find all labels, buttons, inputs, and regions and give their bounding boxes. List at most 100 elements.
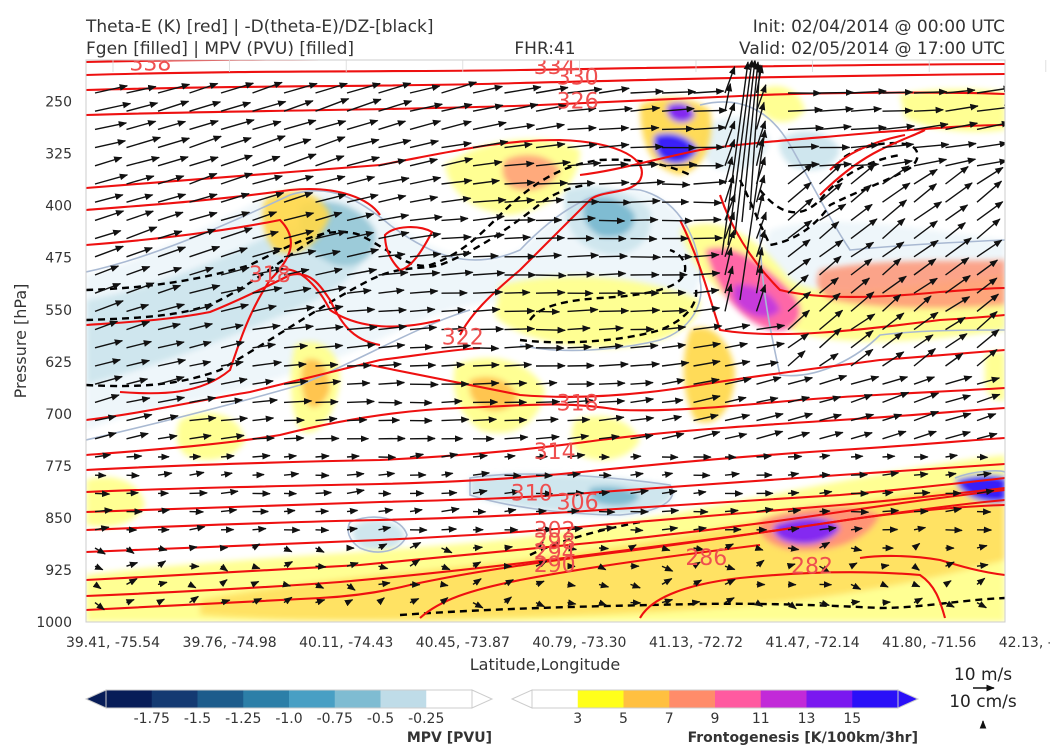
wind-vector (252, 359, 283, 367)
wind-vector (693, 178, 728, 186)
wind-vector (472, 306, 501, 314)
wind-vector (409, 362, 437, 369)
wind-vector (976, 488, 995, 496)
wind-vector (125, 546, 135, 554)
wind-vector (661, 544, 671, 552)
wind-vector (850, 105, 883, 113)
thetae-contour (369, 348, 1005, 399)
colorbar-tick-label: -1.75 (134, 711, 170, 727)
fgen-region (683, 327, 735, 423)
wind-vector (283, 378, 309, 386)
wind-vector (567, 271, 595, 278)
wind-vector (724, 341, 749, 349)
wind-vector (315, 398, 339, 406)
wind-vector (189, 284, 221, 294)
wind-vector (441, 416, 470, 424)
wind-vector (567, 507, 580, 515)
wind-vector (693, 579, 703, 587)
wind-vector (94, 394, 120, 404)
wind-vector (693, 107, 728, 114)
wind-vector (126, 210, 154, 222)
wind-vector (567, 325, 591, 332)
wind-vector (727, 60, 755, 246)
wind-vector (283, 191, 314, 203)
thetae-contour-label: 302 (534, 518, 576, 543)
wind-vector (252, 81, 283, 94)
wind-vector (598, 179, 630, 187)
wind-vector (94, 300, 124, 313)
title-right-line2: Valid: 02/05/2014 @ 17:00 UTC (739, 39, 1005, 59)
wind-vector (598, 544, 610, 552)
wind-vector (252, 397, 279, 405)
colorbar-tick-label: 7 (665, 711, 674, 727)
wind-vector (283, 100, 314, 112)
wind-vector (535, 252, 563, 260)
wind-vector (724, 138, 736, 167)
wind-vector (218, 579, 228, 588)
thetae-contour-label: 286 (685, 546, 727, 571)
thetae-contour-layer (86, 60, 1005, 619)
wind-vector (378, 361, 403, 369)
wind-vector (850, 471, 869, 479)
wind-vector (504, 141, 533, 149)
wind-vector (787, 412, 814, 422)
wind-vector (787, 395, 811, 404)
title-left-line1: Theta-E (K) [red] | -D(theta-E)/DZ-[blac… (85, 17, 434, 37)
wind-vector (126, 413, 153, 422)
wind-vector (882, 351, 905, 367)
wind-vector (848, 562, 858, 570)
wind-vector (567, 252, 600, 259)
wind-vector (724, 376, 752, 385)
wind-vector (409, 102, 444, 112)
wind-vector (787, 471, 800, 479)
wind-key-vertical-label: 10 cm/s (949, 692, 1017, 712)
wind-vector (315, 98, 350, 112)
wind-vector (126, 84, 157, 94)
wind-vector (250, 580, 260, 588)
wind-vector (441, 269, 474, 277)
colorbar-swatch (577, 690, 624, 708)
colorbar-swatch (380, 690, 427, 708)
wind-vector (882, 158, 913, 167)
wind-vector (693, 413, 719, 422)
wind-vector (945, 412, 972, 422)
wind-vector (189, 172, 218, 185)
thetae-contour (86, 138, 643, 336)
wind-vector (535, 379, 558, 387)
wind-vector (976, 166, 1004, 185)
wind-vector (220, 340, 245, 349)
wind-vector (126, 120, 157, 131)
wind-vector (535, 272, 567, 279)
wind-vector (94, 139, 127, 149)
thetae-contour-label: 306 (557, 491, 599, 516)
mpv-region (352, 519, 405, 552)
wind-vector (567, 599, 577, 607)
wind-vector (693, 234, 724, 242)
x-tick-label: 41.80, -71.56 (882, 635, 976, 651)
wind-vector (598, 581, 610, 589)
wind-vector (126, 226, 158, 240)
y-tick-label: 775 (45, 459, 72, 475)
wind-vector (913, 220, 938, 240)
wind-vector (504, 234, 532, 241)
wind-vector (441, 489, 458, 497)
wind-vector (252, 191, 285, 203)
wind-vector (252, 230, 280, 240)
wind-vector (378, 525, 392, 533)
wind-vector (630, 361, 661, 368)
wind-vector (567, 581, 577, 588)
y-tick-label: 925 (45, 563, 72, 579)
wind-vector (441, 157, 474, 167)
wind-vector (220, 247, 248, 258)
wind-vector (535, 308, 561, 316)
wind-vector (220, 303, 250, 313)
wind-vector (630, 488, 650, 496)
wind-vector (661, 307, 688, 315)
wind-vector (755, 211, 767, 239)
wind-vector (945, 166, 969, 185)
wind-vector (724, 359, 751, 367)
wind-vector (913, 239, 939, 258)
wind-vector (409, 231, 442, 240)
wind-vector (749, 64, 763, 211)
